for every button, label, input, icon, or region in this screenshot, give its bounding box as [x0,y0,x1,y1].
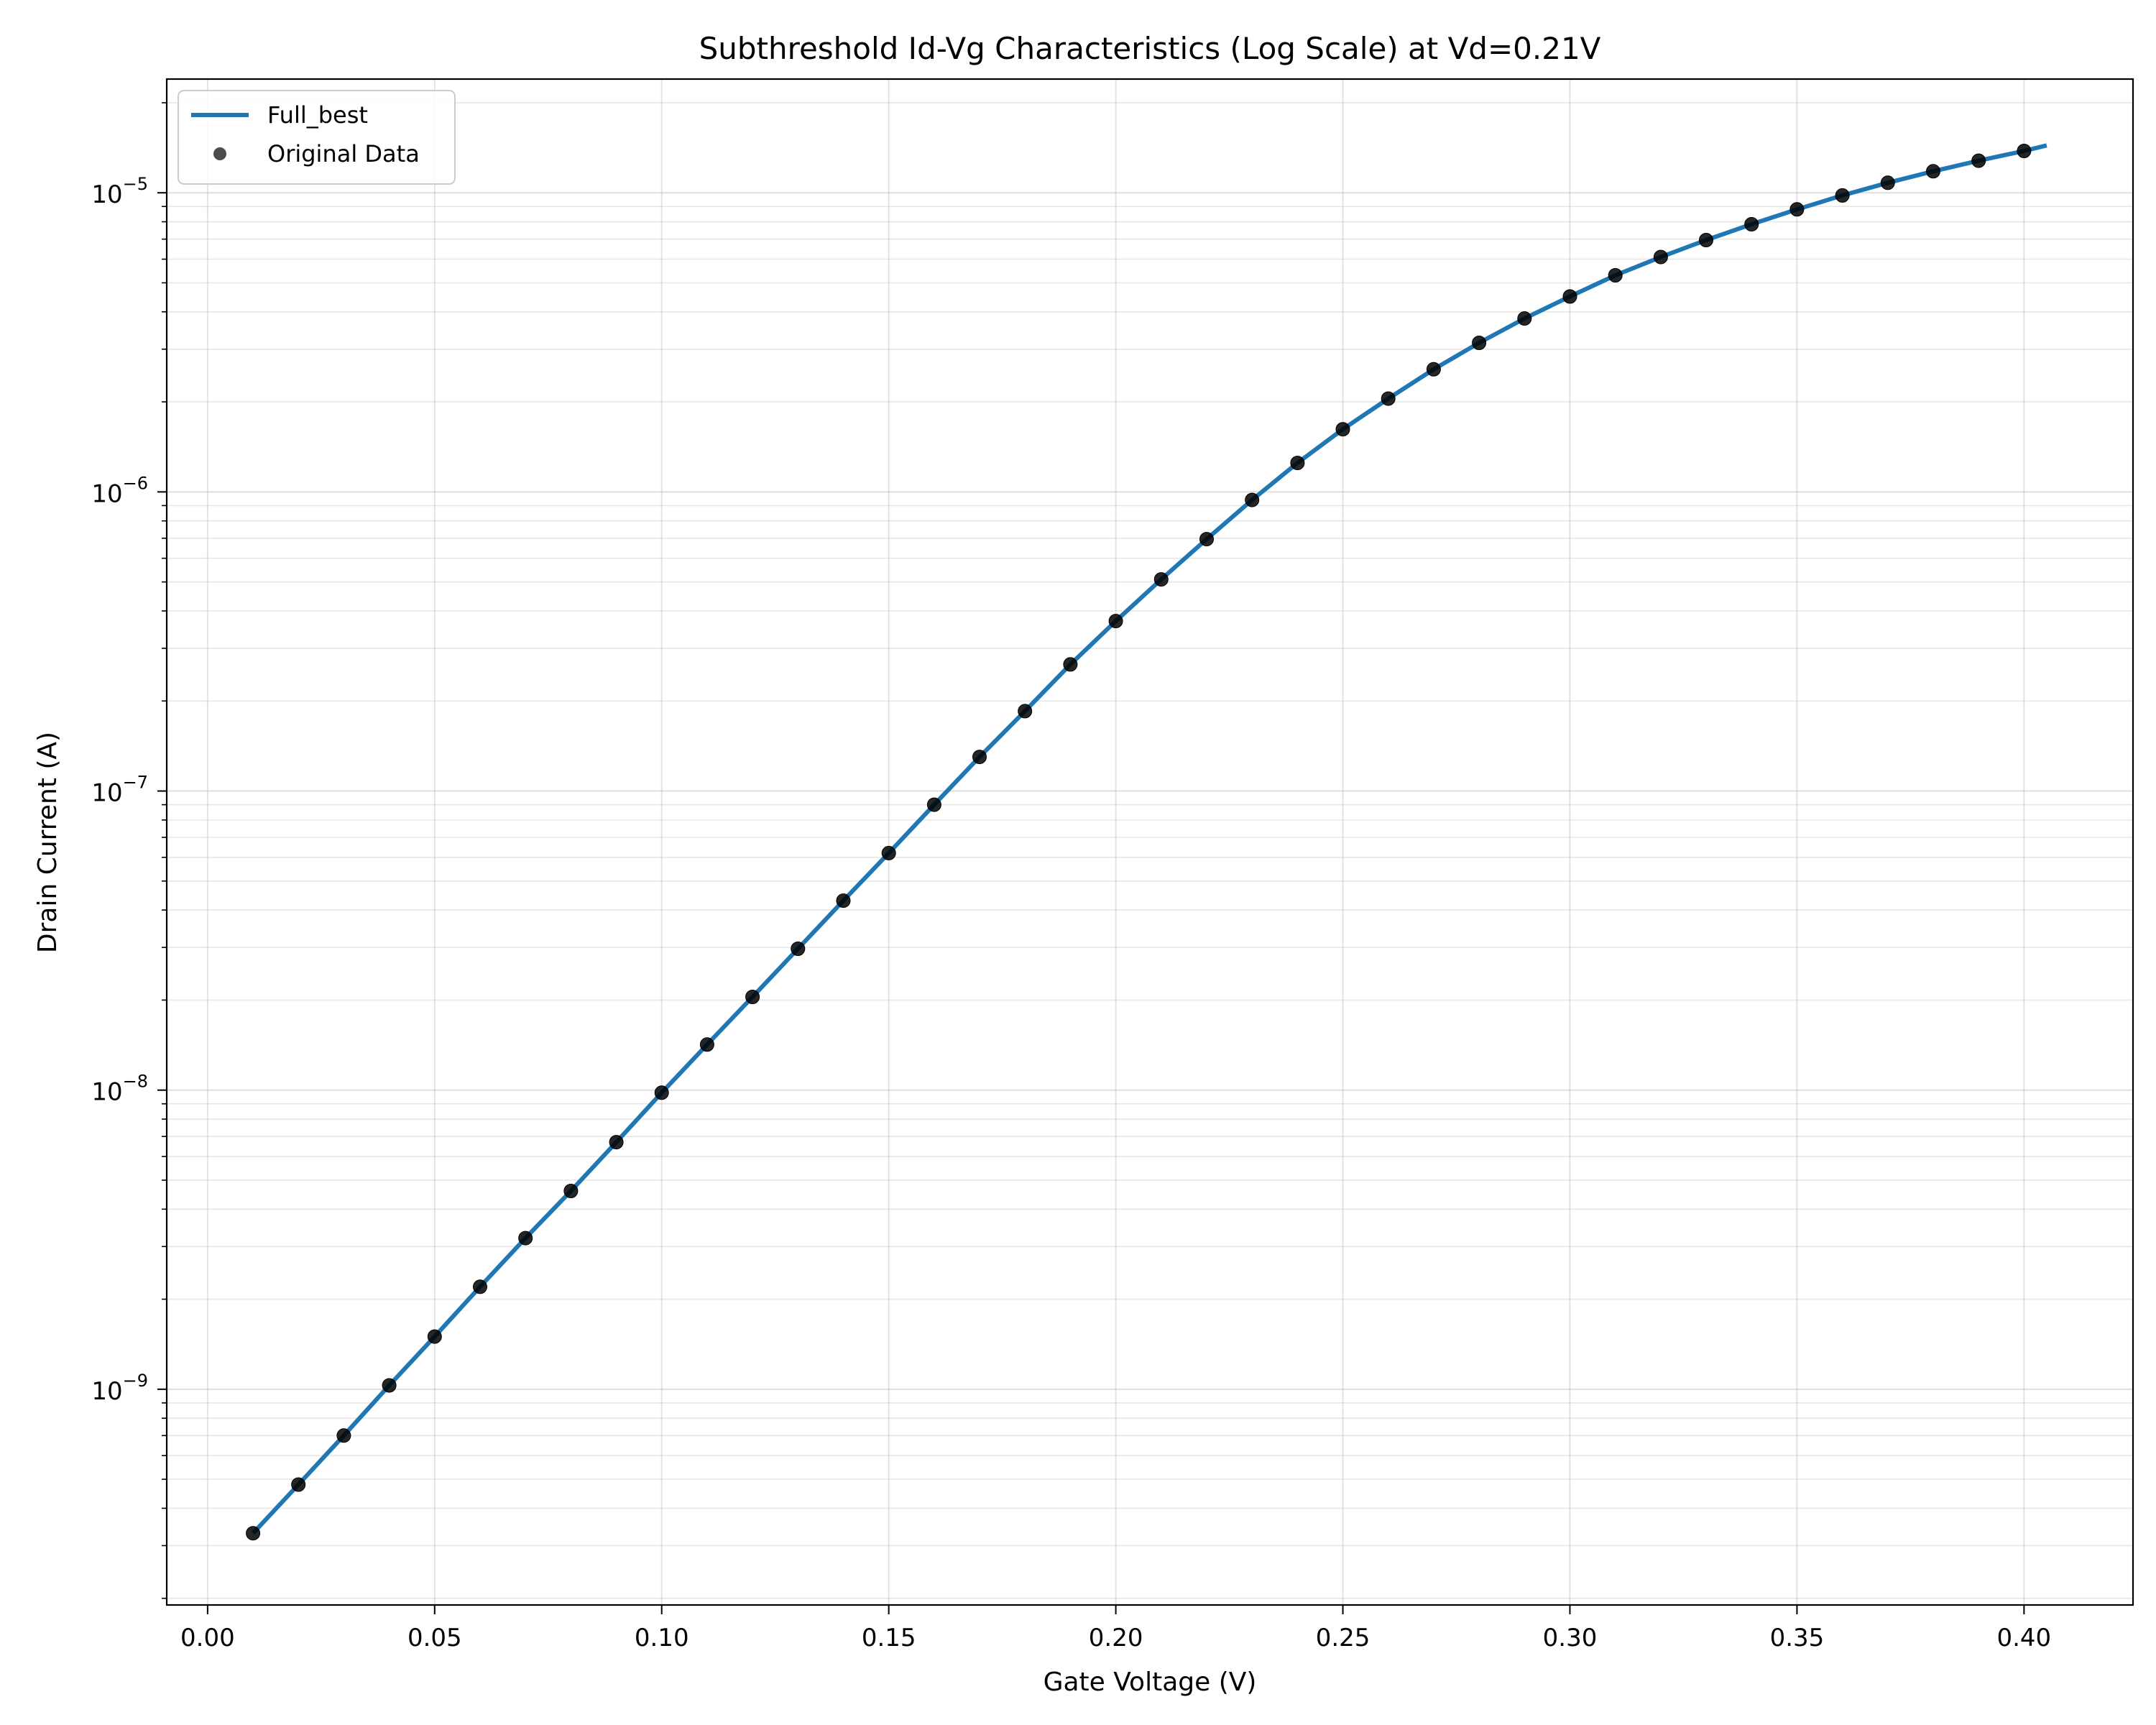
data-point [1517,311,1532,326]
data-point [518,1230,533,1246]
data-point [1426,362,1441,377]
y-tick-label: 10−7 [91,773,148,808]
data-point [1153,572,1169,587]
y-tick-label: 10−9 [91,1371,148,1406]
data-point [1608,268,1623,282]
data-point [791,942,806,956]
data-point [563,1184,579,1198]
x-tick-label: 0.25 [1316,1624,1370,1652]
y-tick-label: 10−8 [91,1072,148,1107]
data-point [427,1329,442,1344]
legend-entry-full-best: Full_best [267,101,368,129]
data-point [1335,422,1350,437]
x-axis-label: Gate Voltage (V) [1044,1668,1257,1697]
data-point [654,1085,669,1100]
data-point [1018,704,1033,719]
data-point [699,1037,714,1052]
data-point [836,893,851,908]
data-point [926,797,941,812]
plot-frame [165,78,2134,1606]
data-point [1245,492,1260,507]
chart-title: Subthreshold Id-Vg Characteristics (Log … [699,31,1601,66]
data-point [1653,249,1668,264]
legend: Full_best Original Data [178,90,456,185]
y-tick-label: 10−5 [91,174,148,209]
data-point [1290,456,1305,471]
x-tick-label: 0.15 [862,1624,916,1652]
data-point [1744,217,1759,231]
data-point [881,845,896,860]
data-point [1880,175,1895,190]
y-axis-label: Drain Current (A) [33,732,63,953]
data-point [1472,336,1487,350]
x-tick-label: 0.00 [180,1624,235,1652]
data-point [972,750,987,765]
data-point [1789,202,1805,217]
data-point [1381,391,1396,406]
x-tick-label: 0.30 [1543,1624,1598,1652]
legend-marker-swatch [213,147,226,160]
data-point [473,1279,487,1294]
legend-entry-original-data: Original Data [267,140,420,167]
x-tick-label: 0.40 [1996,1624,2051,1652]
data-point [609,1135,624,1150]
x-tick-label: 0.20 [1089,1624,1143,1652]
y-tick-label: 10−6 [91,473,148,508]
data-point [1835,188,1850,203]
data-point [2017,144,2032,158]
ticks: 0.00 0.05 0.10 0.15 0.20 0.25 0.30 0.35 0.40 10−9… [91,102,2051,1652]
grid [167,79,2133,1605]
data-point [382,1378,397,1393]
series-layer [246,143,2047,1541]
x-tick-label: 0.05 [407,1624,462,1652]
data-point [1699,233,1713,247]
data-point [1971,153,1986,168]
data-point [246,1526,261,1541]
data-point [1108,614,1123,629]
data-point [1063,657,1078,672]
data-point [1562,289,1577,304]
x-tick-label: 0.35 [1770,1624,1825,1652]
data-point [291,1477,306,1492]
data-point [745,990,760,1004]
x-tick-label: 0.10 [635,1624,689,1652]
data-point [336,1428,351,1443]
data-point [1926,164,1940,179]
data-point [1199,532,1214,547]
